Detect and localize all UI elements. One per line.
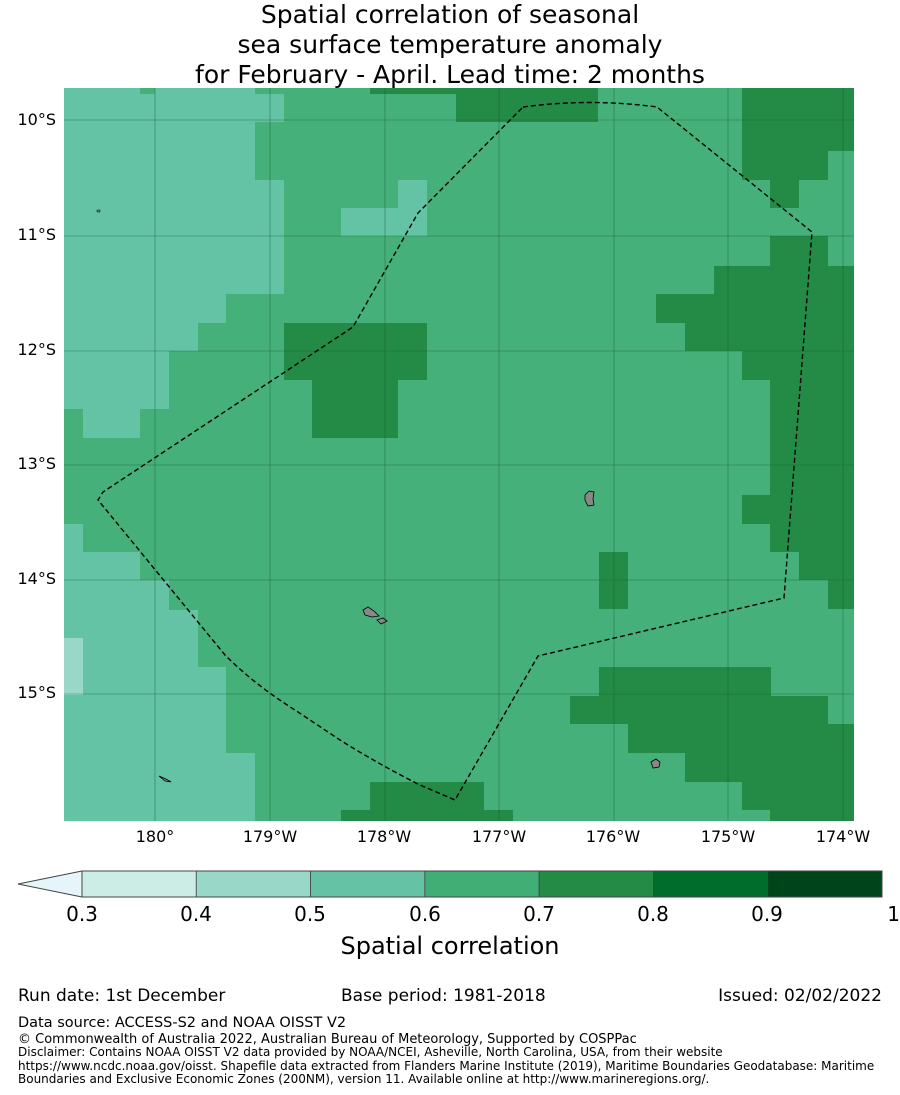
lat-label-10s: 10°S [17, 110, 56, 129]
lon-label-179w: 179°W [242, 827, 298, 846]
lon-label-178w: 178°W [356, 827, 412, 846]
cell-c3 [64, 753, 255, 821]
cell-c3 [64, 524, 83, 552]
lat-label-15s: 15°S [17, 683, 56, 702]
cell-c5 [828, 580, 854, 609]
cell-c5 [742, 151, 828, 180]
cell-c5 [284, 323, 427, 380]
colorbar [17, 870, 883, 898]
cell-c3 [64, 323, 198, 351]
lon-label-180: 180° [135, 827, 175, 846]
tick-0-7: 0.7 [523, 902, 555, 926]
cell-c5 [341, 810, 513, 821]
tick-0-8: 0.8 [637, 902, 669, 926]
cell-c5 [742, 495, 854, 524]
colorbar-label: Spatial correlation [340, 932, 560, 960]
base-period: Base period: 1981-2018 [341, 986, 546, 1006]
cell-c5 [770, 236, 828, 266]
tick-0-6: 0.6 [409, 902, 441, 926]
cell-c3 [64, 180, 284, 294]
maritime-boundary-line [97, 101, 813, 801]
tick-0-5: 0.5 [294, 902, 326, 926]
title-line-3: for February - April. Lead time: 2 month… [195, 60, 705, 89]
cell-c5 [312, 380, 398, 438]
cell-c5 [456, 88, 598, 122]
cell-c5 [685, 753, 854, 782]
lat-label-14s: 14°S [17, 569, 56, 588]
lat-label-13s: 13°S [17, 454, 56, 473]
lon-label-177w: 177°W [471, 827, 527, 846]
cell-c5 [770, 524, 854, 552]
title-line-2: sea surface temperature anomaly [237, 30, 663, 59]
cell-c5 [770, 180, 799, 208]
chart-title: Spatial correlation of seasonal sea surf… [0, 0, 900, 90]
island-wallis [362, 606, 380, 618]
cell-c5 [628, 724, 854, 753]
copyright: © Commonwealth of Australia 2022, Austra… [18, 1032, 637, 1047]
cell-c5 [599, 552, 628, 609]
lat-label-11s: 11°S [17, 225, 56, 244]
colorbar-extend-triangle [17, 870, 83, 898]
cell-c3 [64, 638, 198, 667]
map-gridlines [64, 88, 854, 821]
lon-label-175w: 175°W [700, 827, 756, 846]
colorbar-segment [424, 870, 540, 898]
lon-label-176w: 176°W [585, 827, 641, 846]
disclaimer: Disclaimer: Contains NOAA OISST V2 data … [18, 1046, 875, 1087]
cell-c3 [64, 94, 284, 122]
colorbar-segments [81, 870, 883, 898]
cell-c5 [742, 782, 854, 810]
title-line-1: Spatial correlation of seasonal [260, 0, 640, 29]
cell-c3 [341, 208, 427, 236]
cell-c3 [64, 610, 198, 638]
data-source: Data source: ACCESS-S2 and NOAA OISST V2 [18, 1015, 347, 1031]
island-shapes [96, 209, 661, 783]
colorbar-segment [653, 870, 769, 898]
cell-c5 [685, 323, 854, 351]
cell-c5 [656, 294, 854, 323]
colorbar-segment [310, 870, 426, 898]
cell-c5 [770, 380, 854, 495]
cell-c3 [64, 294, 226, 323]
cell-c3 [64, 667, 226, 753]
cell-c3 [398, 180, 427, 208]
cell-c5 [570, 696, 828, 724]
cell-c2 [64, 638, 83, 695]
lat-label-12s: 12°S [17, 340, 56, 359]
colorbar-segment [195, 870, 311, 898]
run-date: Run date: 1st December [18, 986, 226, 1006]
tick-0-3: 0.3 [66, 902, 98, 926]
island-wallis-islet [376, 617, 388, 625]
cell-c5 [370, 88, 456, 94]
correlation-cells [64, 88, 854, 821]
issued-date: Issued: 02/02/2022 [718, 986, 882, 1006]
lon-label-174w: 174°W [815, 827, 871, 846]
colorbar-segment [767, 870, 883, 898]
island-futuna-west [158, 775, 172, 783]
tick-1: 1 [887, 902, 900, 926]
cell-c3 [83, 409, 140, 438]
cell-c3 [64, 552, 140, 580]
cell-c5 [599, 667, 771, 696]
cell-c5 [799, 552, 854, 580]
cell-c5 [742, 351, 854, 380]
colorbar-segment [81, 870, 197, 898]
colorbar-outline [81, 870, 883, 898]
correlation-map [64, 88, 854, 821]
islet-northwest [96, 209, 101, 213]
cell-c3 [64, 122, 255, 180]
cell-c5 [770, 810, 854, 821]
island-east [650, 758, 661, 769]
cell-c3 [64, 351, 169, 409]
colorbar-segment [538, 870, 654, 898]
cell-c3 [64, 88, 140, 94]
cell-c5 [714, 266, 854, 294]
cell-c5 [742, 88, 854, 151]
cell-c3 [155, 88, 255, 94]
tick-0-4: 0.4 [180, 902, 212, 926]
island-niuatoputapu-area [584, 490, 595, 507]
tick-0-9: 0.9 [751, 902, 783, 926]
